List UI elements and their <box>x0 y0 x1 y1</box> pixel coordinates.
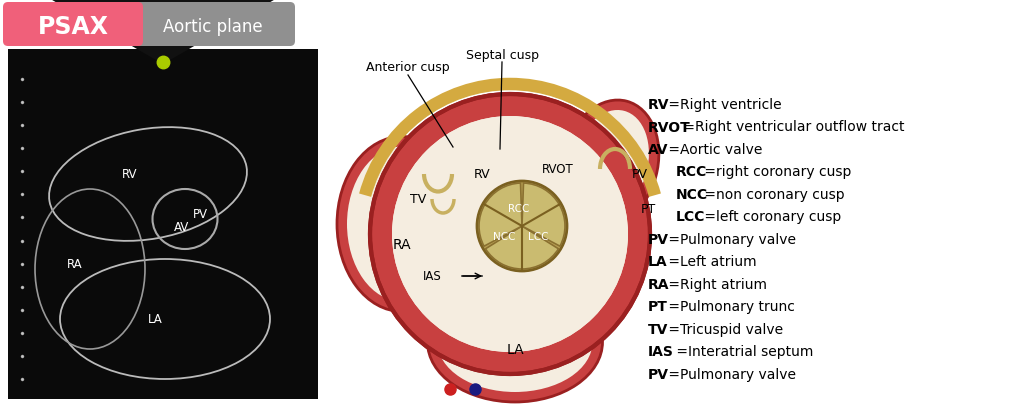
Circle shape <box>392 117 628 352</box>
Text: =: = <box>665 367 680 381</box>
Circle shape <box>477 182 567 271</box>
Text: left coronary cusp: left coronary cusp <box>716 210 841 224</box>
Text: RCC: RCC <box>676 165 708 179</box>
Ellipse shape <box>347 147 457 302</box>
Text: LCC: LCC <box>676 210 706 224</box>
Circle shape <box>370 95 650 374</box>
Text: NCC: NCC <box>676 188 709 202</box>
Circle shape <box>392 117 628 352</box>
Text: Pulmonary trunc: Pulmonary trunc <box>680 300 796 314</box>
Text: =: = <box>665 232 680 246</box>
Text: AV: AV <box>174 221 189 234</box>
Text: =: = <box>665 300 680 314</box>
Text: RA: RA <box>392 237 412 252</box>
FancyBboxPatch shape <box>3 3 143 47</box>
Text: Right ventricle: Right ventricle <box>680 98 782 112</box>
FancyBboxPatch shape <box>8 50 318 399</box>
Text: Right atrium: Right atrium <box>680 277 767 291</box>
Text: PSAX: PSAX <box>38 15 109 39</box>
Text: Interatrial septum: Interatrial septum <box>687 345 813 359</box>
Text: =: = <box>699 188 716 202</box>
Ellipse shape <box>437 292 593 392</box>
Text: Left atrium: Left atrium <box>680 255 757 269</box>
Text: right coronary cusp: right coronary cusp <box>716 165 851 179</box>
FancyBboxPatch shape <box>110 3 295 47</box>
Text: Anterior cusp: Anterior cusp <box>367 61 450 74</box>
Text: Aortic plane: Aortic plane <box>163 18 263 36</box>
Ellipse shape <box>427 282 602 402</box>
Text: PT: PT <box>648 300 668 314</box>
Text: RVOT: RVOT <box>542 163 573 176</box>
Text: =: = <box>672 345 687 359</box>
Text: AV: AV <box>648 143 669 157</box>
Text: TV: TV <box>648 322 669 336</box>
Text: RVOT: RVOT <box>648 120 691 134</box>
Ellipse shape <box>347 147 457 302</box>
Text: IAS: IAS <box>423 270 442 283</box>
Text: =: = <box>699 210 716 224</box>
Text: PV: PV <box>193 208 208 221</box>
Text: IAS: IAS <box>648 345 674 359</box>
Text: Pulmonary valve: Pulmonary valve <box>680 367 797 381</box>
Text: Septal cusp: Septal cusp <box>466 48 539 61</box>
Text: Right ventricular outflow tract: Right ventricular outflow tract <box>695 120 904 134</box>
Text: =: = <box>679 120 695 134</box>
Ellipse shape <box>561 101 658 228</box>
Text: =: = <box>665 98 680 112</box>
Text: RV: RV <box>648 98 670 112</box>
Wedge shape <box>479 184 522 247</box>
Text: non coronary cusp: non coronary cusp <box>716 188 844 202</box>
Text: Pulmonary valve: Pulmonary valve <box>680 232 797 246</box>
Ellipse shape <box>571 111 649 218</box>
Text: PV: PV <box>632 168 648 181</box>
Text: TV: TV <box>410 193 426 206</box>
Wedge shape <box>485 227 558 270</box>
Text: NCC: NCC <box>493 231 515 241</box>
Text: Aortic valve: Aortic valve <box>680 143 763 157</box>
Text: PV: PV <box>648 232 669 246</box>
Ellipse shape <box>337 137 467 312</box>
Text: =: = <box>665 143 680 157</box>
Text: LCC: LCC <box>527 231 548 241</box>
Wedge shape <box>522 184 565 247</box>
Text: RCC: RCC <box>508 204 529 213</box>
Text: LA: LA <box>506 342 524 356</box>
Text: RA: RA <box>68 258 83 271</box>
Text: RV: RV <box>474 168 490 181</box>
Text: PV: PV <box>648 367 669 381</box>
Text: RV: RV <box>122 168 138 181</box>
Text: Tricuspid valve: Tricuspid valve <box>680 322 783 336</box>
Text: LA: LA <box>648 255 668 269</box>
Text: PT: PT <box>640 203 655 216</box>
Text: =: = <box>665 277 680 291</box>
Text: =: = <box>665 322 680 336</box>
Polygon shape <box>0 0 440 65</box>
Text: LA: LA <box>147 313 163 326</box>
Text: RA: RA <box>648 277 670 291</box>
Text: =: = <box>699 165 716 179</box>
Text: =: = <box>665 255 680 269</box>
